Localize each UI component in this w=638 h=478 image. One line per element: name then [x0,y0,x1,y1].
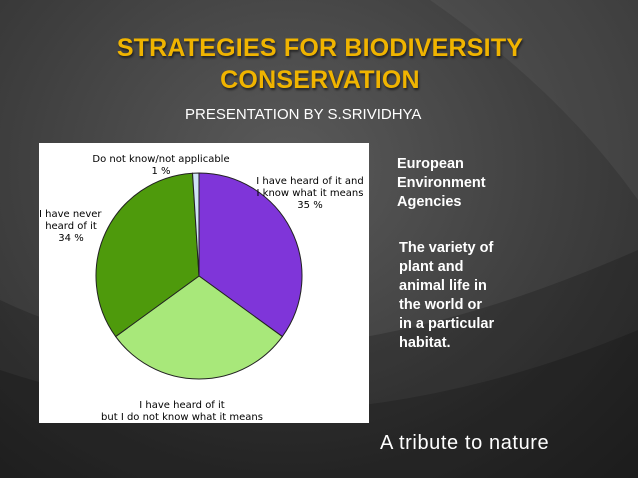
slide-title: STRATEGIES FOR BIODIVERSITY CONSERVATION [40,32,600,96]
side-text-definition: The variety of plant and animal life in … [399,239,519,353]
pie-slice-label: I have never heard of it 34 % [39,209,102,244]
pie-slice [191,172,200,277]
side-text-line: habitat. [399,335,451,351]
pie-slice [114,275,284,380]
pie-chart-panel: I have heard of it and I know what it mea… [39,143,369,423]
side-text-line: The variety of [399,240,494,256]
side-text-line: Agencies [397,194,462,210]
pie-slice-label: Do not know/not applicable 1 % [92,154,229,177]
pie-slice-label: I have heard of it and I know what it mea… [256,176,363,211]
side-text-agencies: European Environment Agencies [397,155,517,212]
side-text-line: European [397,156,464,172]
side-text-line: Environment [397,175,486,191]
side-text-line: the world or [399,297,482,313]
side-text-line: plant and [399,259,464,275]
pie-slice-label: I have heard of it but I do not know what… [101,400,263,423]
pie-chart: I have heard of it and I know what it mea… [39,154,364,423]
title-line: CONSERVATION [220,66,420,94]
slide-subtitle: PRESENTATION BY S.SRIVIDHYA [185,106,422,123]
side-text-line: in a particular [399,316,495,332]
side-text-line: animal life in [399,278,487,294]
pie-slice [198,172,303,338]
title-line: STRATEGIES FOR BIODIVERSITY [116,34,524,62]
footer-tagline: A tribute to nature [380,432,550,454]
pie-slice [95,172,200,338]
